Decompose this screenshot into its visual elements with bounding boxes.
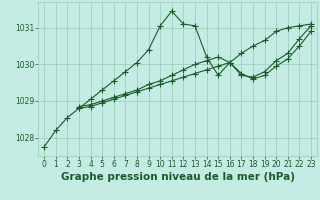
X-axis label: Graphe pression niveau de la mer (hPa): Graphe pression niveau de la mer (hPa) bbox=[60, 172, 295, 182]
